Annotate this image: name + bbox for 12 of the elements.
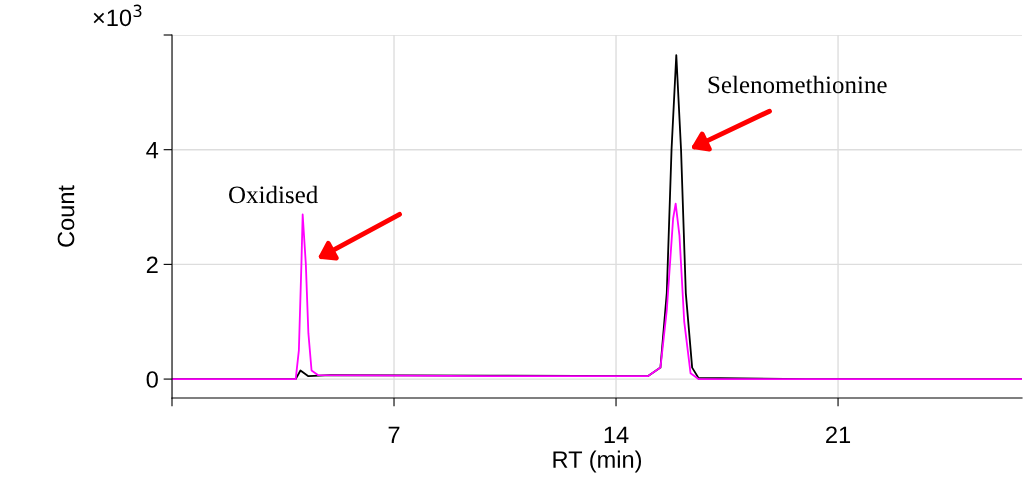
x-tick-label: 21 [826, 426, 851, 443]
y-axis-title: Count [57, 185, 75, 247]
annotation: Selenomethionine [708, 75, 887, 94]
text: ×10$^{3}$ [93, 4, 142, 27]
annotation: Oxidised [229, 185, 318, 204]
line-series [172, 202, 1022, 380]
y-tick-label: 0 [146, 371, 158, 388]
y-tick-label: 2 [146, 256, 158, 273]
y-tick-label: 4 [146, 142, 159, 159]
x-tick-label: 14 [604, 426, 629, 443]
x-axis-title: RT (min) [553, 450, 642, 473]
x-tick-label: 7 [388, 426, 400, 443]
